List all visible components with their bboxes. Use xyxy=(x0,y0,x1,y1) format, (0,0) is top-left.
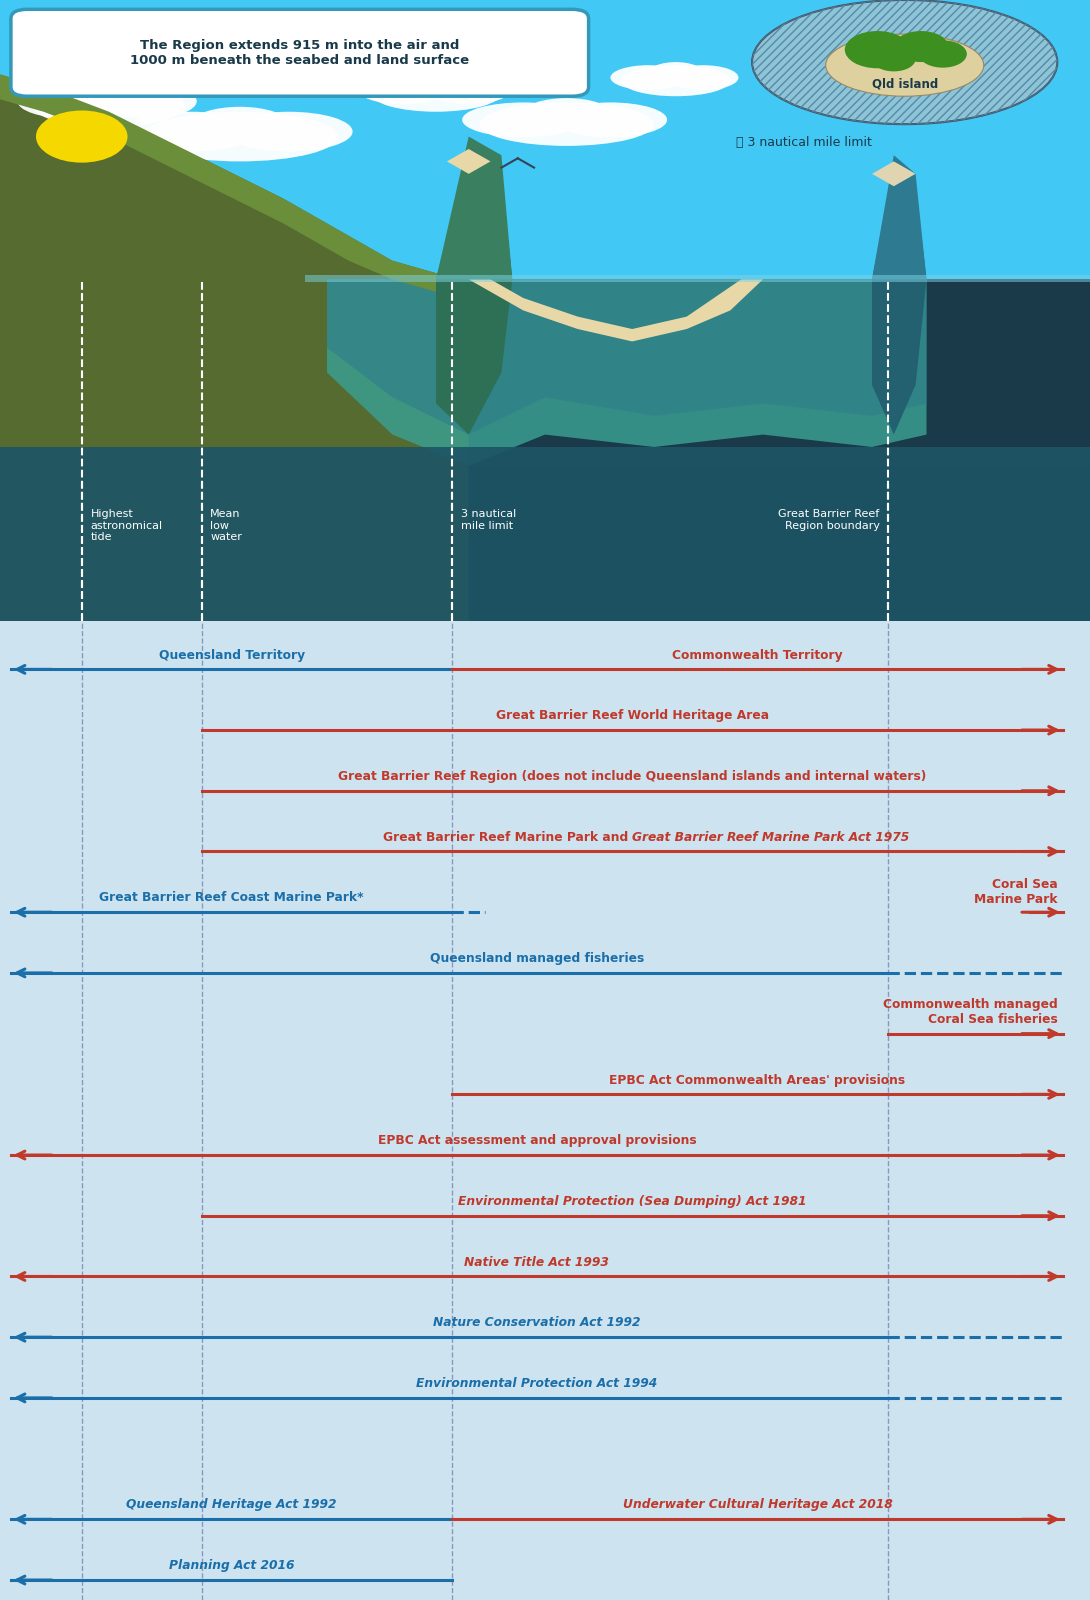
Text: Environmental Protection (Sea Dumping) Act 1981: Environmental Protection (Sea Dumping) A… xyxy=(458,1195,807,1208)
Polygon shape xyxy=(469,280,763,341)
Ellipse shape xyxy=(17,83,124,118)
Text: Great Barrier Reef Region (does not include Queensland islands and internal wate: Great Barrier Reef Region (does not incl… xyxy=(338,770,926,782)
Circle shape xyxy=(36,110,128,163)
Text: 3 nautical
mile limit: 3 nautical mile limit xyxy=(461,509,517,531)
Text: Mean
low
water: Mean low water xyxy=(210,509,242,542)
Ellipse shape xyxy=(371,75,501,112)
Ellipse shape xyxy=(403,70,469,98)
Text: Great Barrier Reef Coast Marine Park*: Great Barrier Reef Coast Marine Park* xyxy=(99,891,364,904)
Ellipse shape xyxy=(122,112,259,152)
Bar xyxy=(0,466,1090,621)
Text: Qld island: Qld island xyxy=(872,77,937,91)
Text: Great Barrier Reef
Region boundary: Great Barrier Reef Region boundary xyxy=(778,509,880,531)
Text: Commonwealth managed
Coral Sea fisheries: Commonwealth managed Coral Sea fisheries xyxy=(883,998,1057,1026)
Text: Great Barrier Reef World Heritage Area: Great Barrier Reef World Heritage Area xyxy=(496,709,768,722)
Circle shape xyxy=(919,40,967,67)
Ellipse shape xyxy=(826,34,983,96)
Ellipse shape xyxy=(649,62,703,83)
Ellipse shape xyxy=(462,102,584,138)
Text: Environmental Protection Act 1994: Environmental Protection Act 1994 xyxy=(416,1378,657,1390)
Polygon shape xyxy=(0,75,469,291)
Text: The Region extends 915 m into the air and
1000 m beneath the seabed and land sur: The Region extends 915 m into the air an… xyxy=(130,38,470,67)
Ellipse shape xyxy=(554,102,667,138)
Bar xyxy=(0,280,1090,435)
Bar xyxy=(0,280,1090,621)
Polygon shape xyxy=(872,155,926,280)
Ellipse shape xyxy=(667,66,739,90)
Text: Commonwealth Territory: Commonwealth Territory xyxy=(673,648,843,661)
Text: Planning Act 2016: Planning Act 2016 xyxy=(169,1558,294,1573)
Bar xyxy=(0,446,1090,621)
Text: Coral Sea
Marine Park: Coral Sea Marine Park xyxy=(973,878,1057,906)
Polygon shape xyxy=(872,168,926,435)
Text: Nature Conservation Act 1992: Nature Conservation Act 1992 xyxy=(433,1317,641,1330)
Bar xyxy=(305,275,1090,283)
Circle shape xyxy=(845,30,910,69)
Polygon shape xyxy=(327,280,926,435)
Polygon shape xyxy=(327,280,926,466)
Text: Great Barrier Reef Marine Park Act 1975: Great Barrier Reef Marine Park Act 1975 xyxy=(632,830,909,843)
Ellipse shape xyxy=(98,83,197,118)
Ellipse shape xyxy=(480,102,654,146)
Text: Highest
astronomical
tide: Highest astronomical tide xyxy=(90,509,162,542)
Text: Underwater Cultural Heritage Act 2018: Underwater Cultural Heritage Act 2018 xyxy=(622,1499,893,1512)
Polygon shape xyxy=(436,136,512,280)
Ellipse shape xyxy=(142,112,338,162)
Text: EPBC Act assessment and approval provisions: EPBC Act assessment and approval provisi… xyxy=(377,1134,697,1147)
Ellipse shape xyxy=(610,66,687,90)
Ellipse shape xyxy=(752,0,1057,125)
Bar xyxy=(0,0,1090,280)
Text: Great Barrier Reef Marine Park and: Great Barrier Reef Marine Park and xyxy=(383,830,632,843)
Polygon shape xyxy=(0,75,469,621)
Ellipse shape xyxy=(33,83,185,128)
Text: Native Title Act 1993: Native Title Act 1993 xyxy=(464,1256,609,1269)
Ellipse shape xyxy=(523,98,610,128)
Ellipse shape xyxy=(71,80,147,110)
Ellipse shape xyxy=(621,66,730,96)
Polygon shape xyxy=(872,162,916,186)
Text: ⧹ 3 nautical mile limit: ⧹ 3 nautical mile limit xyxy=(736,136,872,149)
Text: EPBC Act Commonwealth Areas' provisions: EPBC Act Commonwealth Areas' provisions xyxy=(609,1074,906,1086)
Text: Queensland Territory: Queensland Territory xyxy=(158,648,305,661)
Ellipse shape xyxy=(226,112,353,152)
Circle shape xyxy=(872,46,916,72)
Text: Queensland Heritage Act 1992: Queensland Heritage Act 1992 xyxy=(126,1499,337,1512)
FancyBboxPatch shape xyxy=(11,10,589,96)
Ellipse shape xyxy=(191,107,289,141)
Text: Queensland managed fisheries: Queensland managed fisheries xyxy=(429,952,644,965)
Polygon shape xyxy=(447,149,490,174)
Polygon shape xyxy=(436,155,512,435)
Ellipse shape xyxy=(358,75,449,104)
Ellipse shape xyxy=(426,75,511,104)
Circle shape xyxy=(894,30,948,62)
